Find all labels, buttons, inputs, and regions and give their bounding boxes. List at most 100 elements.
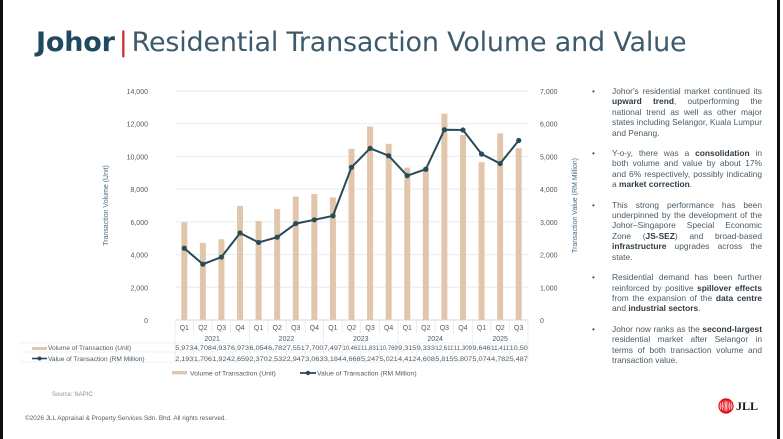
left-frame-border [0,0,3,439]
bullet-text: ) and broad-based [674,230,762,241]
bullet-emphasis: infrastructure [612,241,667,252]
x-tick-label-year: 2022 [279,336,295,343]
volume-bar [274,209,281,320]
value-data-label: 5,074 [473,356,492,363]
y-tick-label-right: 4,000 [540,187,558,194]
value-data-label: 3,184 [324,356,343,363]
volume-data-label: 9,333 [417,345,436,352]
volume-bar [292,196,299,320]
copyright-text: ©2026 JLL Appraisal & Property Services … [25,415,227,422]
value-point [256,239,262,246]
y-tick-label-left: 0 [144,318,148,325]
y-axis-title-right: Transaction Value (RM Million) [572,158,579,253]
y-tick-label-left: 8,000 [130,187,148,194]
value-data-label: 5,487 [510,356,529,363]
y-tick-label-left: 12,000 [127,122,149,129]
value-point [181,245,187,251]
y-tick-label-right: 1,000 [540,285,558,292]
bullet-dot-icon: • [592,148,595,159]
volume-bar [311,194,318,320]
x-tick-label-year: 2025 [492,336,508,343]
x-tick-label-quarter: Q2 [347,325,356,332]
value-point [367,145,373,151]
bullet-emphasis: spillover effects [697,282,762,293]
combo-chart: 0 2,000 4,000 6,000 8,000 10,000 12,000 14,000 0… [20,89,579,378]
commentary-list: • Johor's residential market continued it… [592,86,762,375]
title-brand: Johor [36,27,115,58]
table-row-label-volume: Volume of Transaction (Unit) [48,345,131,352]
value-point [478,151,485,157]
legend-label-value: Value of Transaction (RM Million) [317,371,417,378]
legend-label-volume: Volume of Transaction (Unit) [190,371,276,378]
volume-bar [181,222,188,320]
value-data-label: 4,782 [491,356,510,363]
bullet-text: in both volume and value by about 17% an… [612,148,762,190]
volume-data-label: 9,646 [473,345,492,352]
legend-key-volume [32,347,47,350]
commentary-bullet: • Residential demand has been further rei… [592,272,762,314]
x-tick-label-quarter: Q4 [384,325,393,332]
value-data-label: 4,668 [342,356,361,363]
x-tick-label-quarter: Q4 [310,325,319,332]
value-point [293,220,299,227]
bullet-dot-icon: • [592,323,595,334]
bullet-emphasis: second-largest [702,323,762,334]
value-data-label: 2,193 [175,356,194,363]
bullet-text: . [698,303,701,314]
bullet-text: and [612,303,629,314]
volume-bar [385,143,392,320]
volume-data-label: 7,497 [324,345,343,352]
value-data-label: 2,370 [250,356,269,363]
bullet-text: Residential demand has been further rein… [612,272,762,293]
volume-data-label: 12,611 [435,345,454,352]
value-data-label: 1,924 [212,356,231,363]
volume-data-label: 11,411 [491,345,510,352]
value-point [200,261,206,267]
value-point [516,137,522,144]
bullet-emphasis: upward trend [612,96,674,107]
value-point [274,234,280,240]
legend-swatch-value-point [305,370,311,376]
x-tick-label-quarter: Q1 [328,325,337,332]
x-tick-label-quarter: Q1 [403,325,412,332]
bullet-emphasis: consolidation [695,148,750,159]
value-data-label: 5,021 [380,356,399,363]
volume-bar [515,148,522,320]
x-tick-label-year: 2024 [427,336,443,343]
value-data-label: 5,807 [454,356,473,363]
volume-bar [478,162,485,320]
bullet-text: from the expansion of the [612,292,716,303]
bullet-text: . [689,179,693,190]
volume-data-label: 7,551 [287,345,306,352]
bullet-emphasis: industrial sectors [628,303,699,314]
y-tick-label-left: 6,000 [130,220,148,227]
volume-bar [199,242,206,320]
volume-data-label: 10,461 [342,345,361,352]
value-point [423,166,429,172]
volume-data-label: 7,700 [305,345,324,352]
volume-data-label: 11,309 [454,345,473,352]
title-separator: | [118,27,128,58]
volume-bar [348,148,355,320]
commentary-bullet: • Johor's residential market continued it… [592,86,762,138]
legend-swatch-volume [172,371,187,375]
bullet-emphasis: market correction [619,179,690,190]
volume-bar [367,126,374,321]
y-tick-label-right: 2,000 [540,253,558,260]
x-tick-label-quarter: Q4 [235,325,244,332]
x-tick-label-quarter: Q3 [514,325,523,332]
value-data-label: 3,063 [305,356,324,363]
value-data-label: 4,412 [398,356,417,363]
bullet-text: This strong performance has been underpi… [612,199,762,241]
bullet-dot-icon: • [592,86,595,96]
bullet-emphasis: JS-SEZ [645,230,675,241]
commentary-bullet: • This strong performance has been underp… [592,200,762,262]
volume-bar [441,113,448,321]
volume-data-label: 10,769 [380,345,399,352]
jll-logo-text: JLL [736,398,759,413]
y-tick-label-right: 7,000 [540,89,558,96]
x-tick-label-quarter: Q2 [198,325,207,332]
volume-data-label: 6,782 [268,345,287,352]
volume-data-label: 9,315 [398,345,417,352]
x-tick-label-quarter: Q2 [421,325,430,332]
